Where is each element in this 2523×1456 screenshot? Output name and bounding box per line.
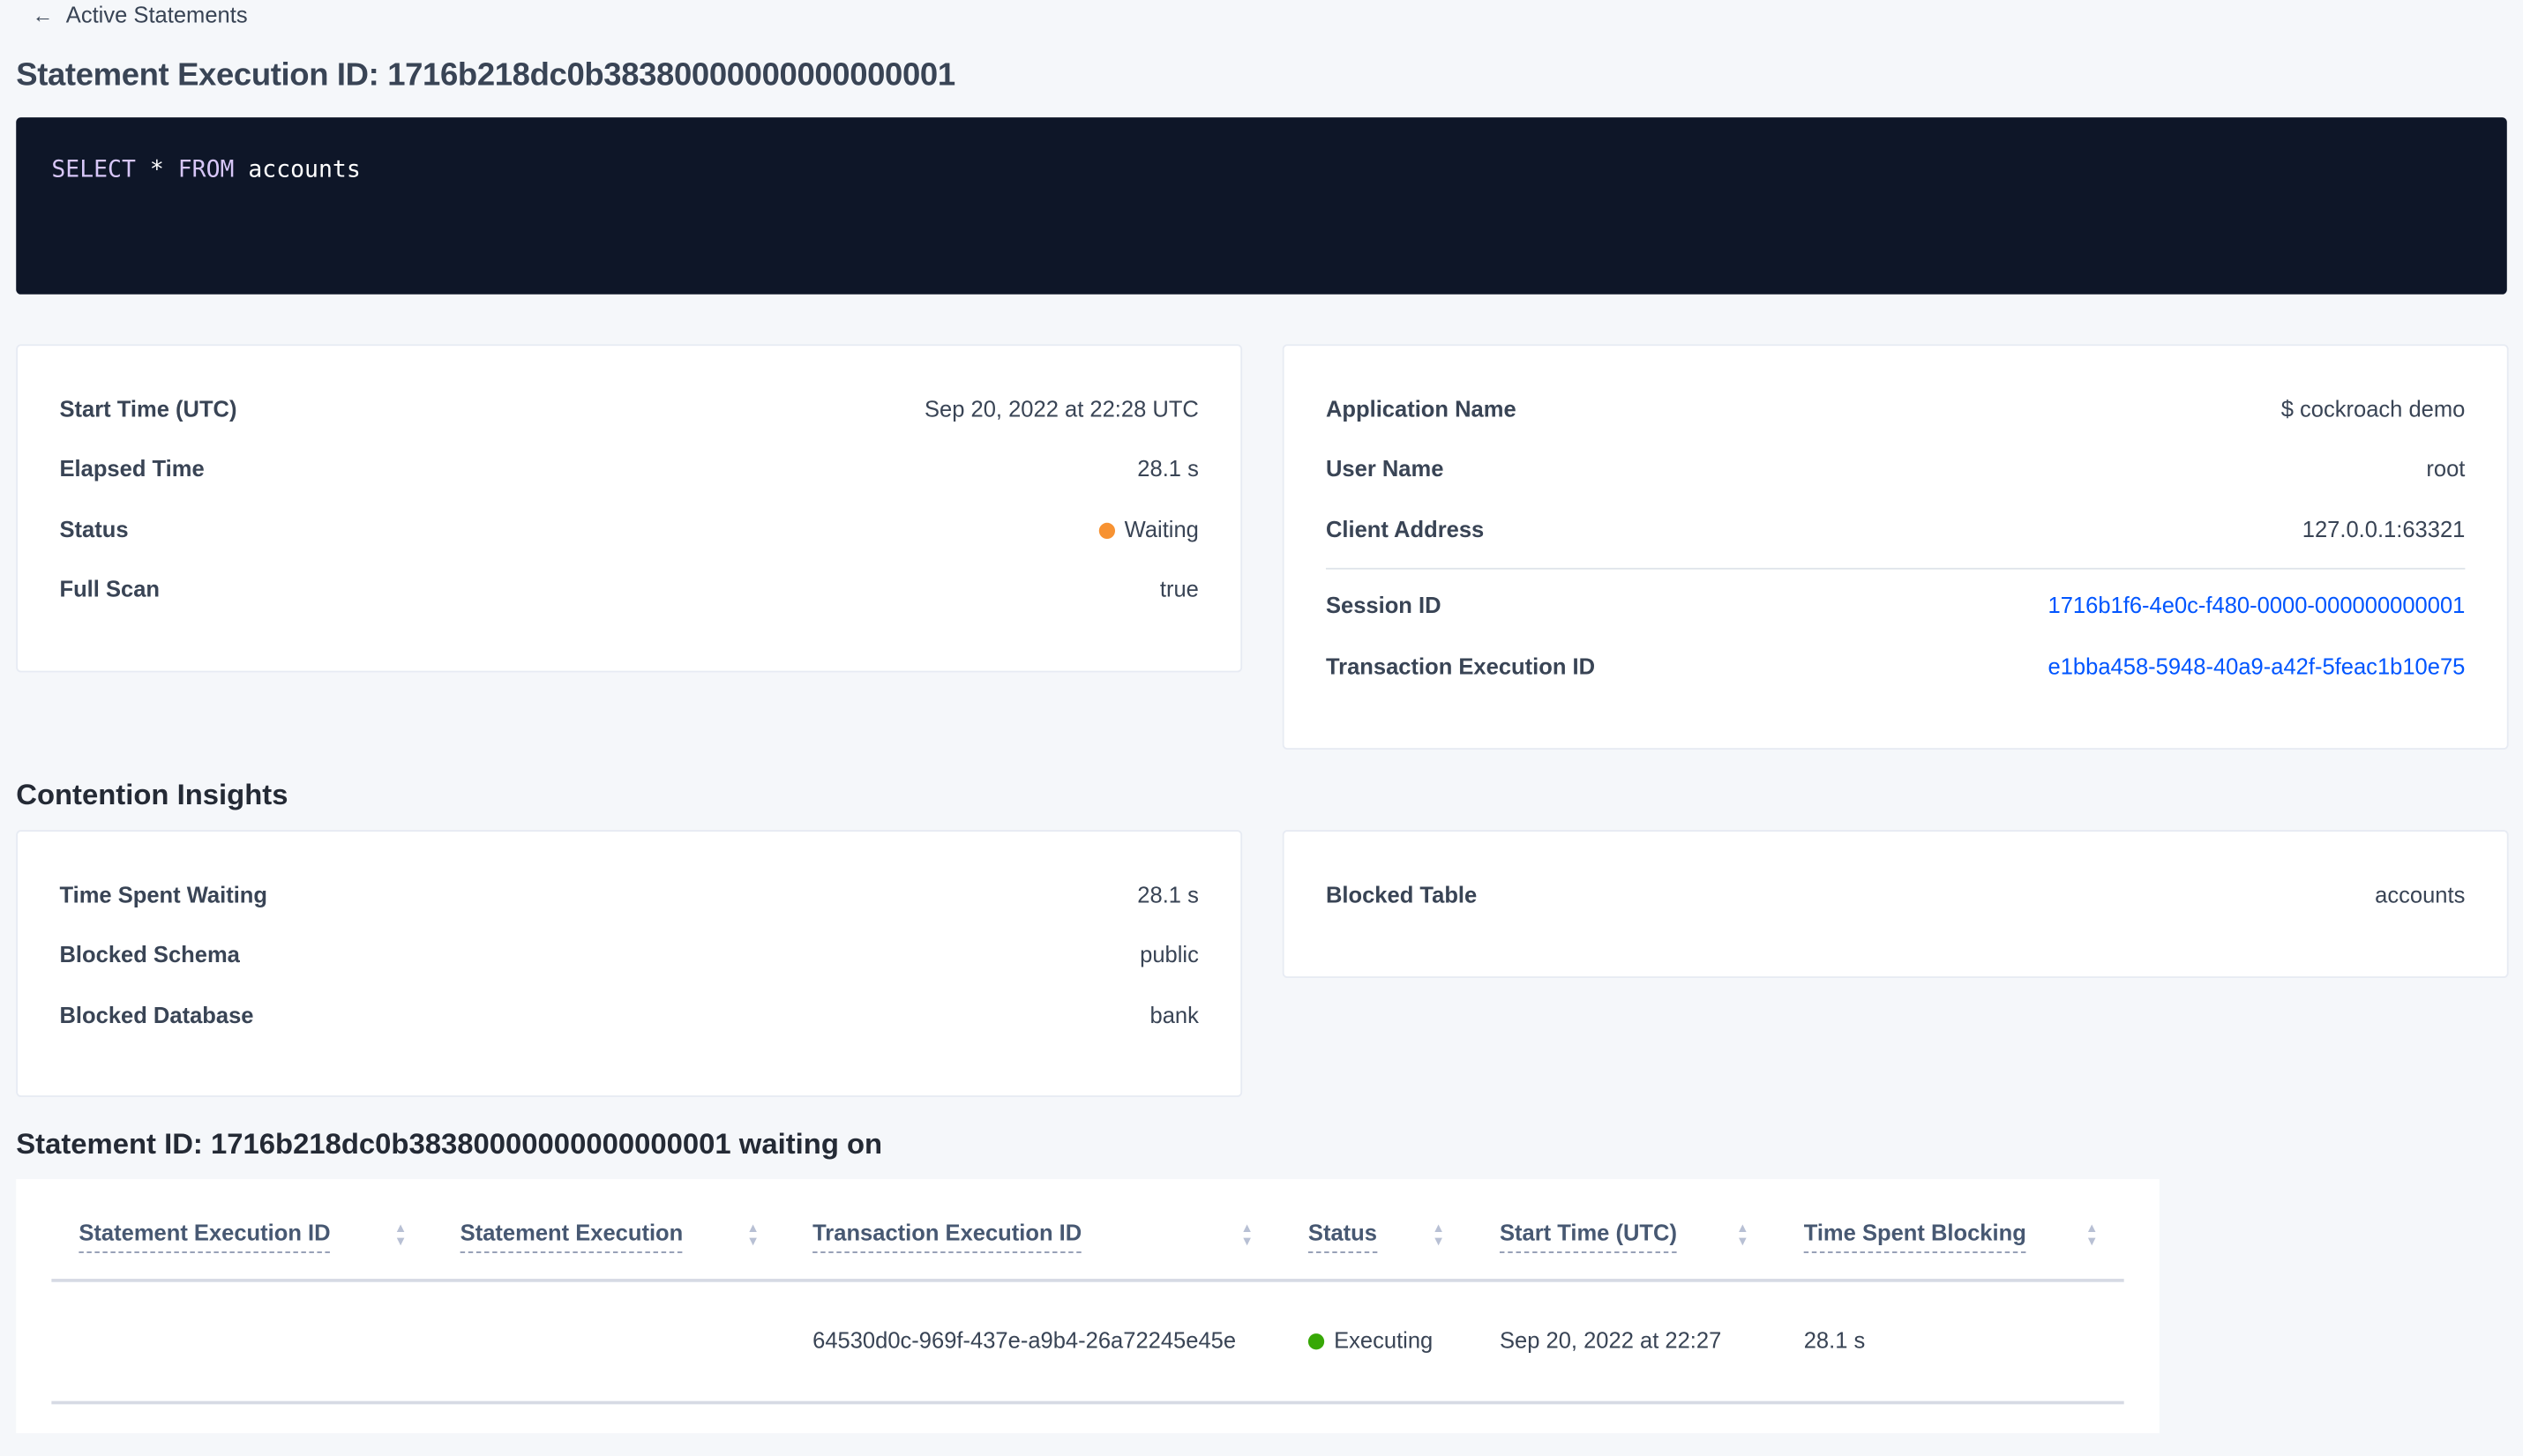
back-label: Active Statements — [65, 1, 248, 28]
contention-heading: Contention Insights — [16, 778, 288, 811]
column-header-statement-execution-id[interactable]: Statement Execution ID — [79, 1220, 331, 1253]
detail-row-status: Status Waiting — [59, 513, 1198, 545]
detail-label: User Name — [1325, 455, 1444, 482]
detail-value: public — [1140, 941, 1199, 967]
detail-value: true — [1159, 575, 1199, 602]
column-label: Statement Execution — [460, 1220, 684, 1253]
detail-label: Full Scan — [59, 575, 161, 602]
sql-table: accounts — [248, 157, 361, 183]
sql-code-block: SELECT * FROM accounts — [16, 117, 2507, 295]
detail-row: Blocked Schema public — [59, 937, 1198, 969]
status-dot-icon — [1098, 522, 1115, 540]
detail-label: Blocked Table — [1325, 881, 1478, 907]
sort-icon[interactable]: ▲ ▼ — [2085, 1221, 2099, 1249]
column-label: Time Spent Blocking — [1803, 1220, 2026, 1253]
detail-value: 28.1 s — [1137, 881, 1199, 907]
column-label: Statement Execution ID — [79, 1220, 331, 1253]
detail-value: bank — [1149, 1002, 1199, 1028]
detail-value: root — [2426, 455, 2466, 482]
column-label: Transaction Execution ID — [812, 1220, 1082, 1253]
detail-value: 28.1 s — [1137, 455, 1199, 482]
column-header-start-time[interactable]: Start Time (UTC) — [1499, 1220, 1677, 1253]
sort-icon[interactable]: ▲ ▼ — [1736, 1221, 1749, 1249]
detail-value: 127.0.0.1:63321 — [2302, 516, 2466, 542]
detail-value: Sep 20, 2022 at 22:28 UTC — [924, 395, 1199, 422]
column-header-time-spent-blocking[interactable]: Time Spent Blocking — [1803, 1220, 2026, 1253]
back-link[interactable]: ← Active Statements — [32, 2, 247, 27]
detail-row-full-scan: Full Scan true — [59, 572, 1198, 604]
detail-row-app-name: Application Name $ cockroach demo — [1326, 392, 2465, 424]
detail-label: Elapsed Time — [59, 455, 205, 482]
sort-icon[interactable]: ▲ ▼ — [393, 1221, 408, 1249]
divider — [1325, 567, 2466, 570]
detail-label: Start Time (UTC) — [59, 395, 237, 422]
cell-time-spent-blocking: 28.1 s — [1803, 1326, 1866, 1353]
sort-icon[interactable]: ▲ ▼ — [1432, 1221, 1445, 1249]
sql-keyword: SELECT — [51, 157, 136, 183]
status-badge: Waiting — [1098, 516, 1199, 542]
detail-value: $ cockroach demo — [2280, 395, 2466, 422]
transaction-id-link[interactable]: e1bba458-5948-40a9-a42f-5feac1b10e75 — [2048, 653, 2466, 679]
page-title: Statement Execution ID: 1716b218dc0b3838… — [16, 57, 955, 93]
detail-row-elapsed: Elapsed Time 28.1 s — [59, 452, 1198, 484]
detail-label: Client Address — [1325, 516, 1485, 542]
waiting-table — [16, 1178, 2160, 1434]
detail-label: Blocked Database — [59, 1002, 254, 1028]
detail-row-transaction-id: Transaction Execution ID e1bba458-5948-40… — [1326, 650, 2465, 682]
waiting-on-heading: Statement ID: 1716b218dc0b38380000000000… — [16, 1127, 883, 1161]
contention-card-right: Blocked Table accounts — [1282, 830, 2509, 978]
status-text: Waiting — [1124, 516, 1199, 542]
table-header-divider — [51, 1279, 2124, 1282]
cell-start-time: Sep 20, 2022 at 22:27 — [1499, 1326, 1722, 1353]
column-label: Status — [1307, 1220, 1377, 1253]
detail-label: Session ID — [1325, 592, 1441, 618]
detail-label: Transaction Execution ID — [1325, 653, 1596, 679]
sort-icon[interactable]: ▲ ▼ — [1240, 1221, 1254, 1249]
sort-icon[interactable]: ▲ ▼ — [746, 1221, 760, 1249]
detail-label: Status — [59, 516, 129, 542]
detail-row-start-time: Start Time (UTC) Sep 20, 2022 at 22:28 UT… — [59, 392, 1198, 424]
column-header-status[interactable]: Status — [1307, 1220, 1377, 1253]
table-row-divider — [51, 1400, 2124, 1405]
contention-card-left: Time Spent Waiting 28.1 s Blocked Schema p… — [16, 830, 1243, 1097]
status-dot-icon — [1307, 1333, 1325, 1350]
column-header-transaction-execution-id[interactable]: Transaction Execution ID — [812, 1220, 1082, 1253]
detail-row-user-name: User Name root — [1326, 452, 2465, 484]
cell-transaction-execution-id: 64530d0c-969f-437e-a9b4-26a72245e45e — [812, 1326, 1237, 1353]
sql-star: * — [149, 157, 164, 183]
detail-row: Time Spent Waiting 28.1 s — [59, 878, 1198, 910]
status-text: Executing — [1334, 1326, 1434, 1353]
overview-card-left: Start Time (UTC) Sep 20, 2022 at 22:28 UT… — [16, 344, 1243, 673]
detail-label: Application Name — [1325, 395, 1516, 422]
session-id-link[interactable]: 1716b1f6-4e0c-f480-0000-000000000001 — [2048, 592, 2466, 618]
detail-row-client-address: Client Address 127.0.0.1:63321 — [1326, 513, 2465, 545]
detail-row: Blocked Table accounts — [1326, 878, 2465, 910]
detail-label: Blocked Schema — [59, 941, 240, 967]
detail-row-session-id: Session ID 1716b1f6-4e0c-f480-0000-000000… — [1326, 589, 2465, 621]
arrow-left-icon: ← — [32, 2, 54, 27]
sql-keyword: FROM — [177, 157, 235, 183]
column-label: Start Time (UTC) — [1499, 1220, 1677, 1253]
overview-card-right: Application Name $ cockroach demo User Na… — [1282, 344, 2509, 750]
detail-value: accounts — [2375, 881, 2466, 907]
detail-label: Time Spent Waiting — [59, 881, 268, 907]
column-header-statement-execution[interactable]: Statement Execution — [460, 1220, 684, 1253]
detail-row: Blocked Database bank — [59, 999, 1198, 1031]
cell-status: Executing — [1307, 1326, 1434, 1353]
